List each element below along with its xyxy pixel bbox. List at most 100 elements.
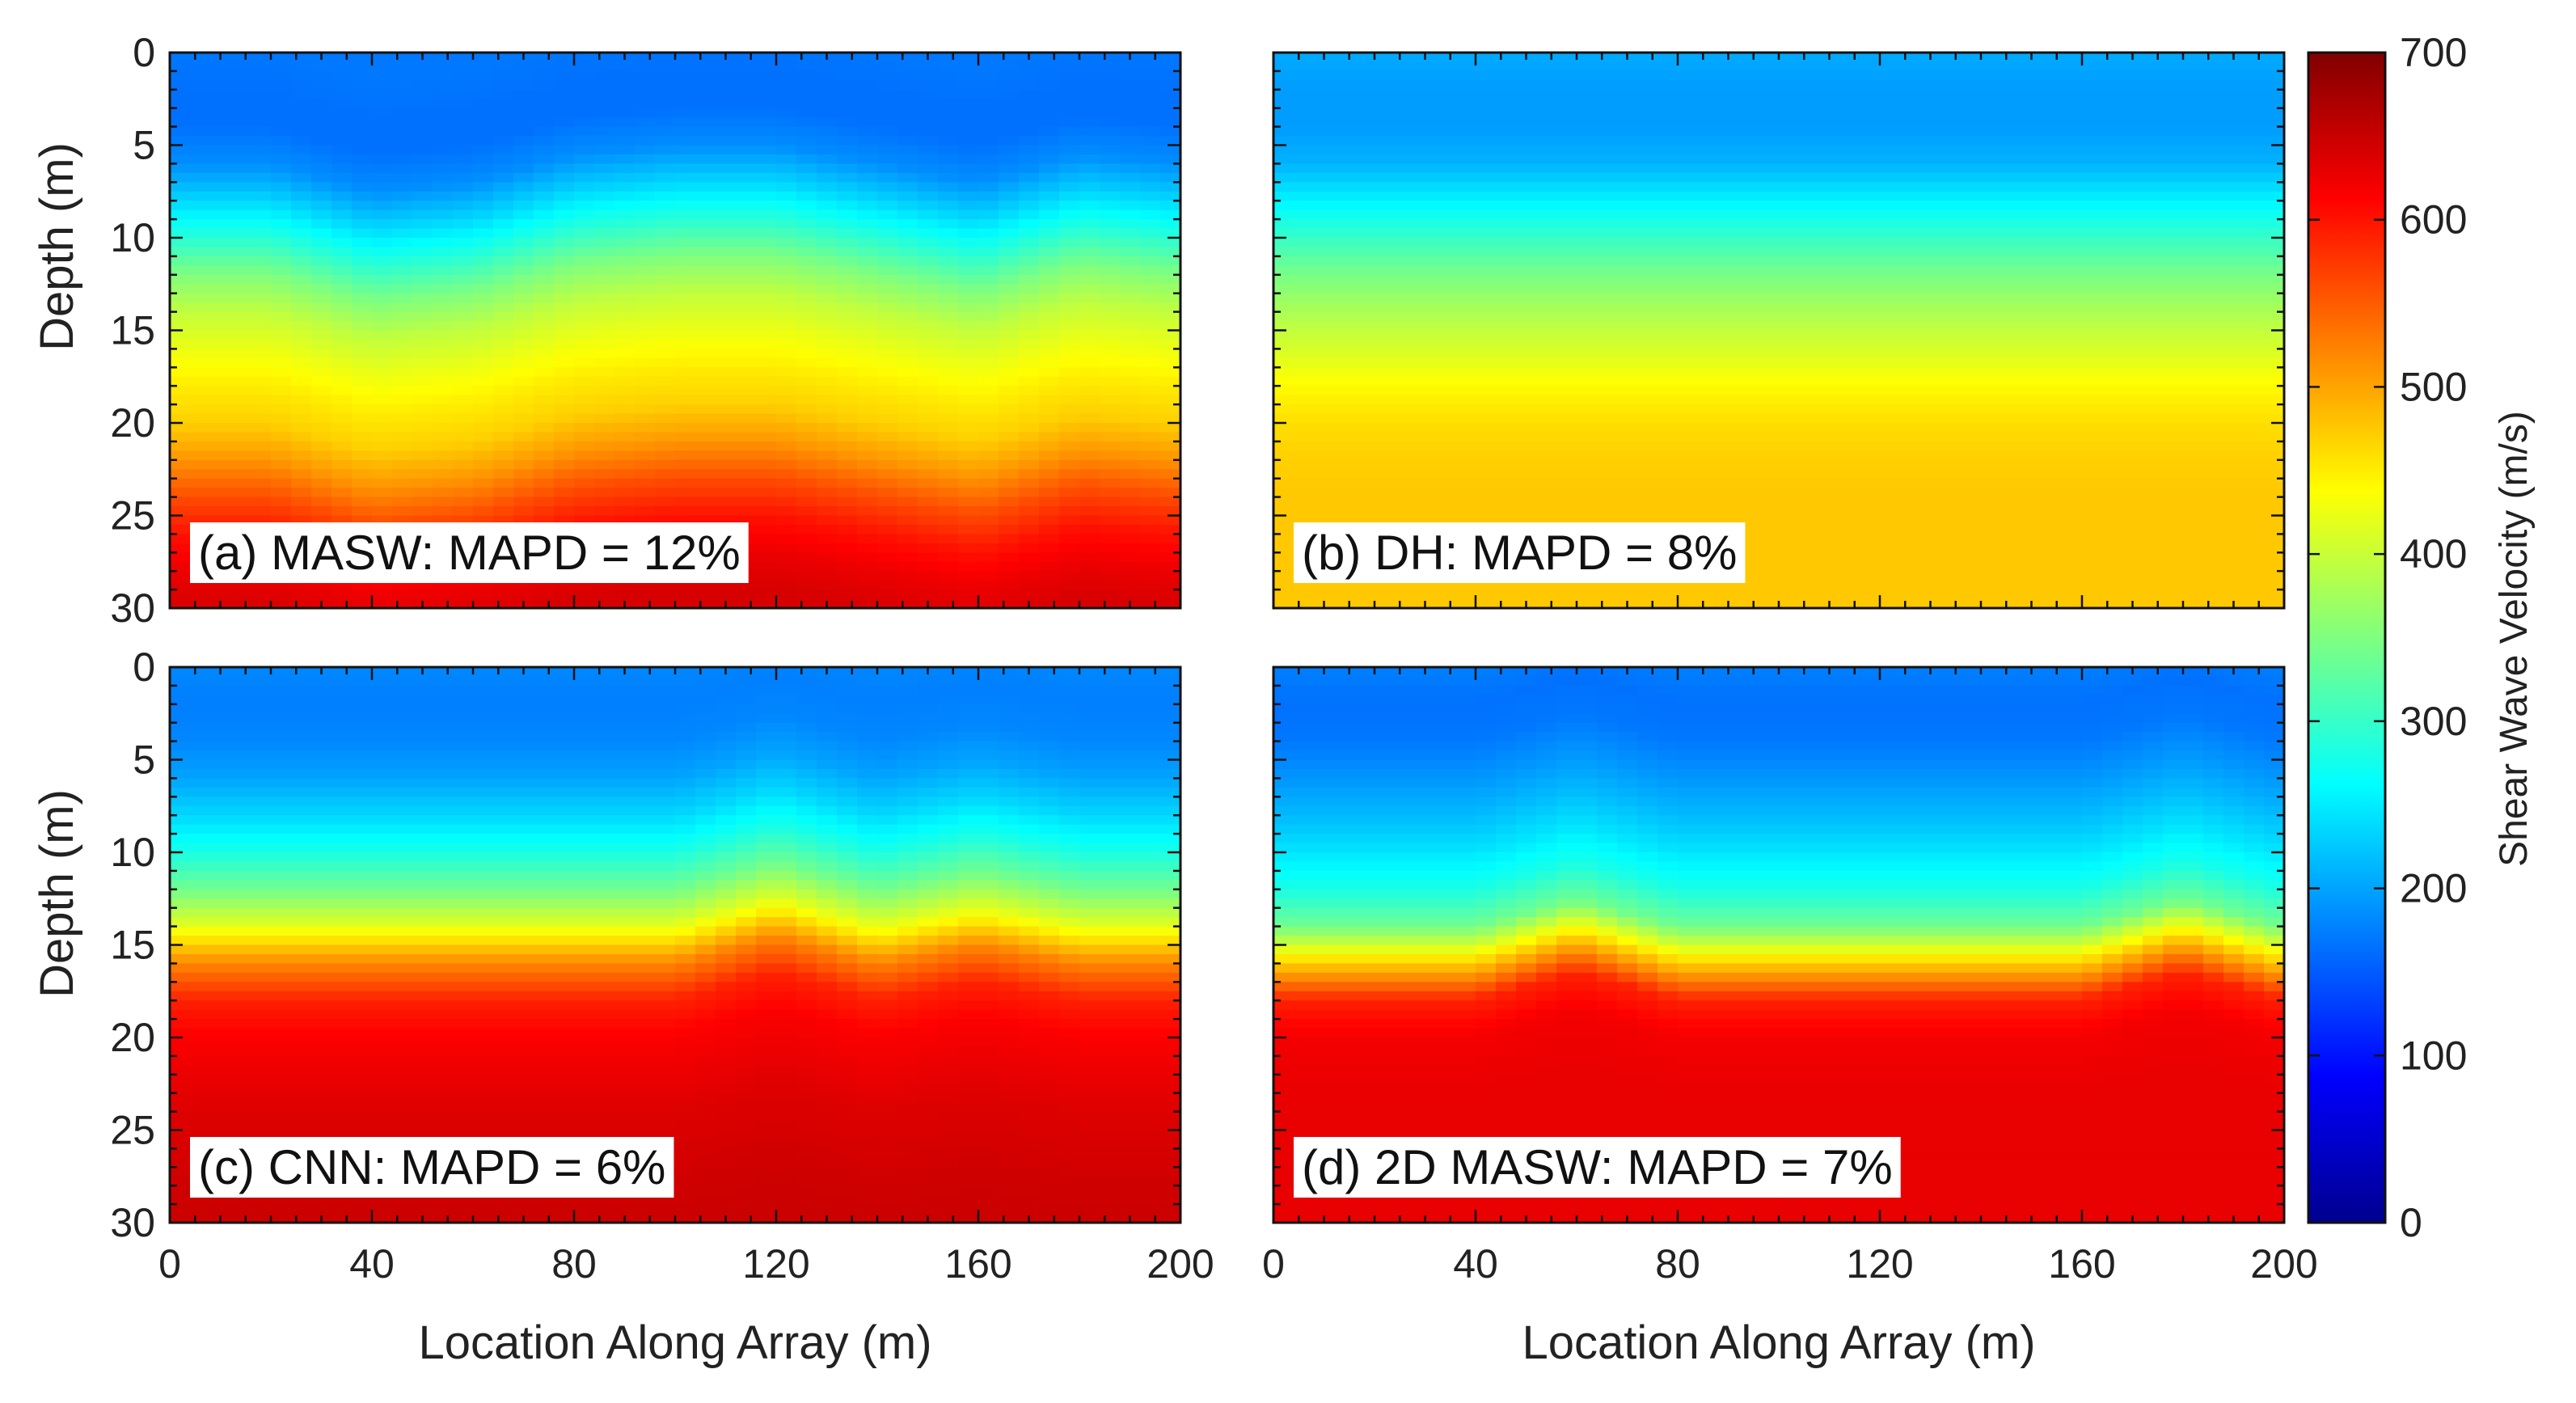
- heatmap-cell: [1839, 293, 1860, 303]
- heatmap-cell: [655, 99, 676, 109]
- heatmap-cell: [1019, 386, 1040, 396]
- heatmap-cell: [1455, 293, 1476, 303]
- heatmap-cell: [170, 321, 191, 332]
- heatmap-cell: [1273, 330, 1294, 340]
- heatmap-cell: [554, 488, 575, 498]
- heatmap-cell: [1880, 265, 1901, 276]
- heatmap-cell: [1900, 247, 1921, 257]
- heatmap-cell: [1160, 70, 1180, 82]
- heatmap-cell: [918, 404, 939, 415]
- heatmap-cell: [594, 53, 615, 63]
- heatmap-cell: [756, 580, 777, 590]
- heatmap-cell: [958, 404, 979, 415]
- heatmap-cell: [1140, 228, 1161, 239]
- heatmap-cell: [1860, 182, 1881, 192]
- heatmap-cell: [695, 598, 716, 608]
- heatmap-cell: [1314, 228, 1335, 239]
- heatmap-cell: [1120, 339, 1141, 350]
- heatmap-cell: [190, 256, 211, 267]
- heatmap-cell: [837, 238, 858, 248]
- heatmap-cell: [1140, 524, 1161, 535]
- heatmap-cell: [796, 284, 817, 294]
- heatmap-cell: [1597, 265, 1618, 276]
- heatmap-cell: [1698, 395, 1719, 405]
- heatmap-cell: [352, 469, 373, 480]
- heatmap-cell: [513, 274, 534, 285]
- heatmap-cell: [1100, 349, 1121, 359]
- heatmap-cell: [958, 136, 979, 146]
- heatmap-cell: [1019, 274, 1040, 285]
- heatmap-cell: [736, 590, 757, 600]
- heatmap-cell: [1059, 349, 1080, 359]
- heatmap-cell: [1617, 459, 1638, 471]
- heatmap-cell: [1019, 339, 1040, 350]
- heatmap-cell: [1354, 126, 1375, 137]
- heatmap-cell: [1059, 126, 1080, 137]
- heatmap-cell: [332, 488, 353, 498]
- heatmap-cell: [1476, 349, 1497, 359]
- heatmap-cell: [1140, 274, 1161, 285]
- heatmap-cell: [332, 284, 353, 294]
- heatmap-cell: [776, 488, 797, 498]
- heatmap-cell: [1779, 413, 1800, 424]
- heatmap-cell: [210, 311, 231, 322]
- heatmap-cell: [1516, 274, 1537, 285]
- heatmap-cell: [695, 247, 716, 257]
- heatmap-cell: [1597, 349, 1618, 359]
- heatmap-cell: [1455, 395, 1476, 405]
- heatmap-cell: [1476, 284, 1497, 294]
- heatmap-cell: [392, 339, 413, 350]
- heatmap-cell: [1658, 126, 1679, 137]
- heatmap-cell: [513, 590, 534, 600]
- heatmap-cell: [1860, 552, 1881, 563]
- heatmap-cell: [1395, 191, 1416, 201]
- heatmap-cell: [1779, 404, 1800, 415]
- heatmap-cell: [837, 580, 858, 590]
- heatmap-cell: [1738, 265, 1759, 276]
- heatmap-cell: [433, 191, 454, 201]
- heatmap-cell: [1880, 339, 1901, 350]
- heatmap-cell: [291, 126, 312, 137]
- heatmap-cell: [1375, 191, 1396, 201]
- heatmap-cell: [1597, 99, 1618, 109]
- heatmap-cell: [210, 349, 231, 359]
- heatmap-cell: [776, 191, 797, 201]
- heatmap-cell: [1160, 423, 1180, 433]
- heatmap-cell: [1738, 293, 1759, 303]
- heatmap-cell: [513, 469, 534, 480]
- heatmap-cell: [1698, 293, 1719, 303]
- heatmap-cell: [1759, 423, 1780, 433]
- heatmap-cell: [877, 432, 898, 442]
- heatmap-cell: [210, 117, 231, 128]
- heatmap-cell: [837, 201, 858, 211]
- heatmap-cell: [999, 441, 1020, 452]
- heatmap-cell: [1140, 404, 1161, 415]
- heatmap-cell: [1079, 580, 1100, 590]
- heatmap-cell: [230, 126, 251, 137]
- heatmap-cell: [271, 302, 292, 313]
- heatmap-cell: [817, 80, 838, 91]
- heatmap-cell: [1799, 108, 1820, 118]
- heatmap-cell: [513, 367, 534, 378]
- heatmap-cell: [796, 534, 817, 544]
- heatmap-cell: [1455, 469, 1476, 480]
- heatmap-cell: [1678, 238, 1699, 248]
- heatmap-cell: [1637, 154, 1658, 165]
- heatmap-cell: [1658, 163, 1679, 174]
- heatmap-cell: [1100, 590, 1121, 600]
- heatmap-cell: [392, 274, 413, 285]
- heatmap-cell: [695, 126, 716, 137]
- heatmap-cell: [1860, 413, 1881, 424]
- heatmap-cell: [675, 497, 696, 507]
- heatmap-cell: [332, 117, 353, 128]
- heatmap-cell: [1455, 349, 1476, 359]
- heatmap-cell: [210, 413, 231, 424]
- heatmap-cell: [1759, 256, 1780, 267]
- heatmap-cell: [1678, 163, 1699, 174]
- heatmap-cell: [190, 339, 211, 350]
- heatmap-cell: [897, 284, 918, 294]
- heatmap-cell: [1395, 598, 1416, 608]
- heatmap-cell: [1759, 53, 1780, 63]
- heatmap-cell: [1880, 321, 1901, 332]
- y-tick-label: 30: [110, 585, 155, 631]
